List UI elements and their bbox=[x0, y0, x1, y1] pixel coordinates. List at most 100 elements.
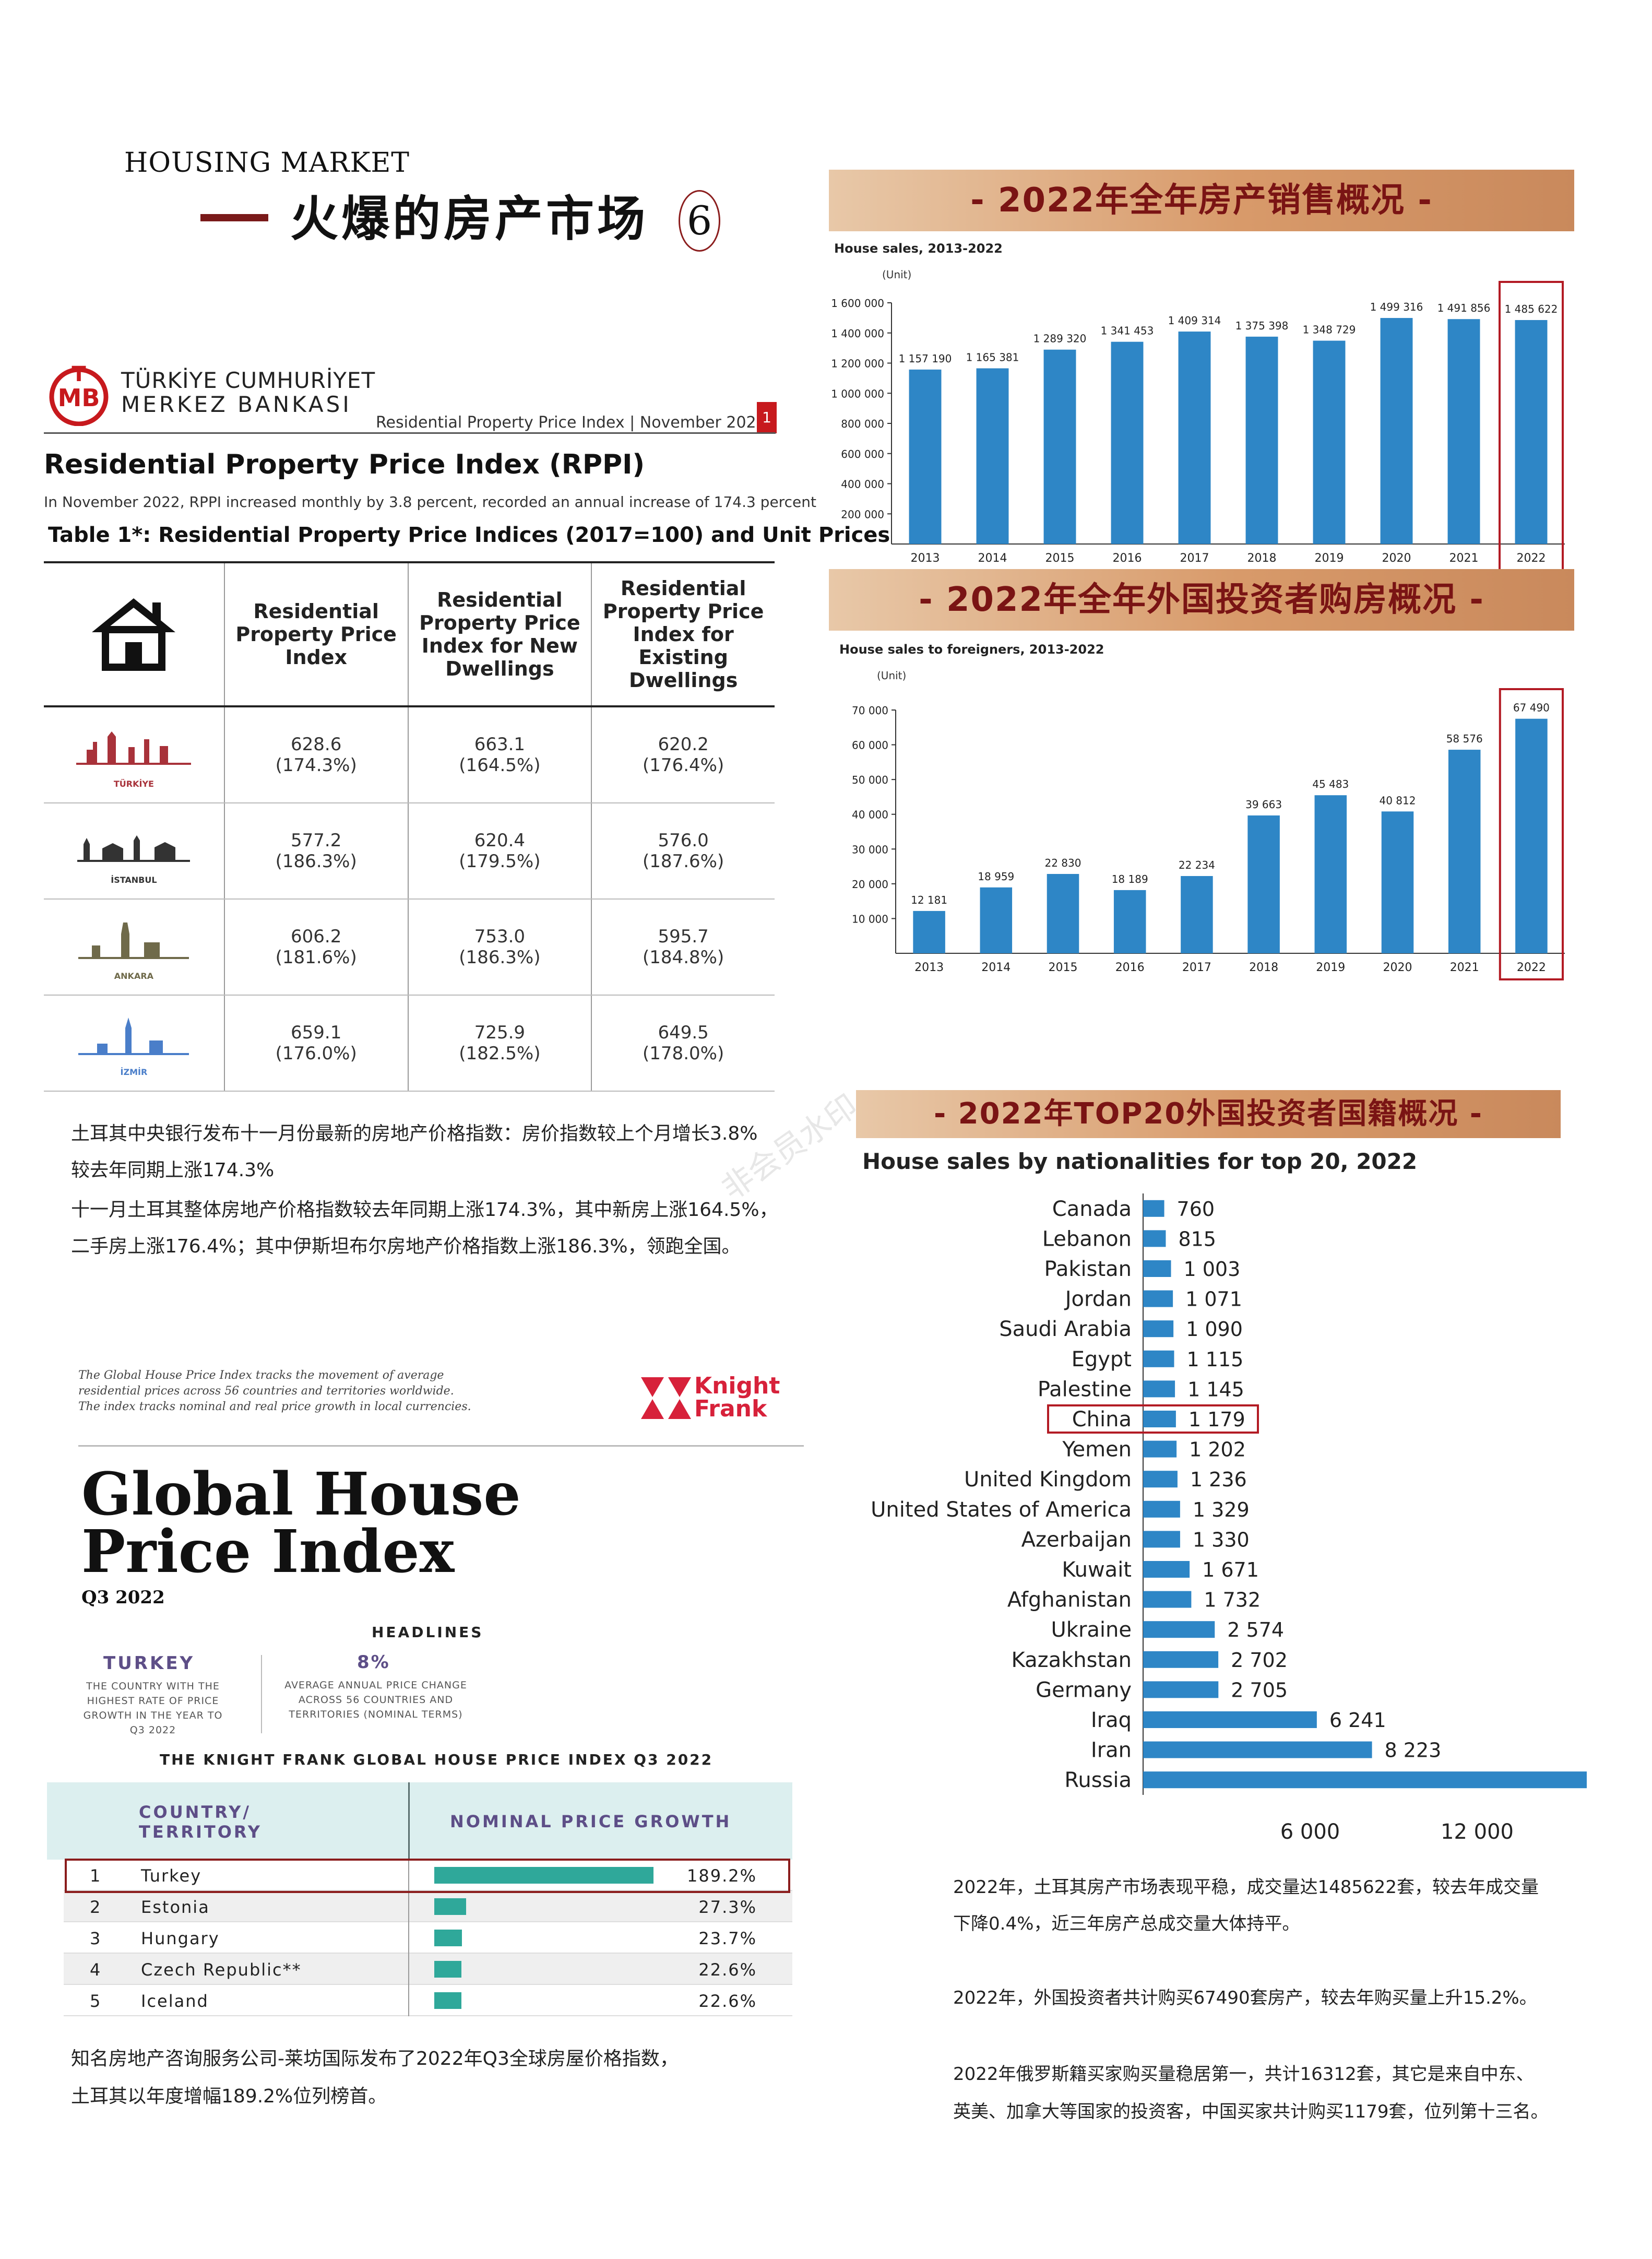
bar bbox=[1245, 336, 1278, 544]
title-bar-decoration bbox=[200, 214, 268, 221]
cell: 595.7 (184.8%) bbox=[591, 899, 775, 996]
x-tick-label: 2020 bbox=[1383, 961, 1412, 974]
rppi-heading: Residential Property Price Index (RPPI) bbox=[44, 449, 645, 480]
country-name: Estonia bbox=[141, 1897, 210, 1917]
cell: 576.0 (187.6%) bbox=[591, 803, 775, 900]
data-label: 1 289 320 bbox=[1033, 333, 1087, 345]
bar bbox=[1181, 876, 1213, 953]
table-row: 4 Czech Republic** 22.6% bbox=[64, 1954, 792, 1985]
chart-unit: (Unit) bbox=[877, 669, 907, 682]
bar bbox=[1113, 890, 1146, 953]
growth-bar bbox=[434, 1867, 653, 1884]
bar bbox=[1247, 815, 1280, 953]
x-tick-label: 2019 bbox=[1315, 552, 1344, 565]
kf-table-header bbox=[47, 1782, 792, 1860]
x-tick-label: 2016 bbox=[1113, 552, 1142, 565]
growth-value: 23.7% bbox=[698, 1929, 757, 1948]
x-tick-label: 2018 bbox=[1249, 961, 1278, 974]
cell: 620.2 (176.4%) bbox=[591, 706, 775, 803]
kf-table-title: THE KNIGHT FRANK GLOBAL HOUSE PRICE INDE… bbox=[160, 1751, 714, 1768]
chart-house-sales: House sales, 2013-2022 (Unit) 1 600 000 1… bbox=[829, 236, 1574, 570]
data-label: 18 189 bbox=[1112, 873, 1148, 885]
sales-summary-3a: 2022年俄罗斯籍买家购买量稳居第一，共计16312套，其它是来自中东、 bbox=[953, 2064, 1534, 2085]
growth-value: 27.3% bbox=[698, 1897, 757, 1917]
bar bbox=[1447, 319, 1480, 544]
house-icon bbox=[92, 598, 176, 671]
kf-average-change-caption: AVERAGE ANNUAL PRICE CHANGE ACROSS 56 CO… bbox=[284, 1680, 467, 1720]
y-tick-label: 50 000 bbox=[852, 774, 888, 786]
divider bbox=[261, 1655, 262, 1733]
kf-headlines-label: HEADLINES bbox=[372, 1624, 484, 1641]
cell: 649.5 (178.0%) bbox=[591, 995, 775, 1092]
sales-summary-1a: 2022年，土耳其房产市场表现平稳，成交量达1485622套，较去年成交量 bbox=[953, 1877, 1539, 1898]
x-tick-label: 2016 bbox=[1115, 961, 1145, 974]
x-tick-label: 2021 bbox=[1449, 552, 1479, 565]
rank: 5 bbox=[90, 1991, 102, 2011]
y-tick-label: 70 000 bbox=[852, 704, 888, 717]
kf-top-country: TURKEY bbox=[103, 1653, 195, 1674]
y-tick-label: 20 000 bbox=[852, 878, 888, 891]
x-tick-label: 2013 bbox=[911, 552, 940, 565]
data-label: 1 157 190 bbox=[899, 352, 952, 365]
category-label: Azerbaijan bbox=[1021, 1528, 1132, 1552]
category-label: Lebanon bbox=[1042, 1227, 1132, 1251]
data-label: 1 409 314 bbox=[1168, 314, 1221, 327]
x-tick-label: 2021 bbox=[1450, 961, 1479, 974]
bar bbox=[909, 369, 942, 544]
bar bbox=[1143, 1651, 1219, 1668]
bar bbox=[1143, 1561, 1190, 1578]
kf-highlight-turkey bbox=[65, 1859, 790, 1893]
rppi-summary-cn-2: 较去年同期上涨174.3% bbox=[71, 1160, 275, 1181]
table-row: TÜRKİYE 628.6 (174.3%) 663.1 (164.5%) 620.… bbox=[44, 706, 775, 803]
banner-foreign-sales: - 2022年全年外国投资者购房概况 - bbox=[829, 569, 1574, 631]
x-tick-label: 6 000 bbox=[1280, 1820, 1340, 1843]
y-tick-label: 400 000 bbox=[841, 478, 884, 491]
divider bbox=[44, 432, 776, 434]
category-label: China bbox=[1072, 1408, 1132, 1432]
bar bbox=[1143, 1531, 1180, 1548]
x-tick-label: 12 000 bbox=[1441, 1820, 1514, 1843]
x-tick-label: 2015 bbox=[1049, 961, 1078, 974]
data-label: 39 663 bbox=[1245, 798, 1282, 811]
category-label: Canada bbox=[1052, 1197, 1132, 1221]
svg-text:MB: MB bbox=[58, 384, 100, 412]
bar bbox=[980, 887, 1013, 953]
bar bbox=[1143, 1260, 1171, 1277]
y-tick-label: 1 600 000 bbox=[831, 297, 884, 310]
bar bbox=[1143, 1500, 1180, 1518]
city-label: TÜRKİYE bbox=[113, 779, 154, 789]
data-label: 1 003 bbox=[1183, 1258, 1240, 1281]
data-label: 1 090 bbox=[1186, 1318, 1243, 1341]
data-label: 1 671 bbox=[1202, 1558, 1259, 1581]
chart-title: House sales to foreigners, 2013-2022 bbox=[839, 642, 1104, 657]
y-tick-label: 1 200 000 bbox=[831, 358, 884, 370]
data-label: 1 499 316 bbox=[1370, 301, 1423, 313]
category-label: Palestine bbox=[1038, 1377, 1132, 1401]
cbrt-name-line1: TÜRKİYE CUMHURİYET bbox=[121, 368, 376, 393]
city-label: İSTANBUL bbox=[111, 875, 157, 885]
skyline-icon-ankara bbox=[78, 922, 189, 959]
col-header-new: Residential Property Price Index for New… bbox=[408, 561, 592, 707]
rppi-table: Residential Property Price Index Residen… bbox=[44, 561, 775, 1092]
bar bbox=[1047, 874, 1079, 953]
country-name: Czech Republic** bbox=[141, 1960, 302, 1980]
bar bbox=[1143, 1471, 1178, 1488]
growth-value: 189.2% bbox=[686, 1866, 757, 1886]
kf-average-change: 8% bbox=[357, 1652, 390, 1673]
data-label: 1 485 622 bbox=[1505, 303, 1558, 315]
kf-quarter: Q3 2022 bbox=[81, 1587, 165, 1608]
growth-value: 22.6% bbox=[698, 1991, 757, 2011]
banner-top20: - 2022年TOP20外国投资者国籍概况 - bbox=[856, 1090, 1561, 1138]
table-row: İSTANBUL 577.2 (186.3%) 620.4 (179.5%) 576… bbox=[44, 803, 775, 900]
banner-house-sales: - 2022年全年房产销售概况 - bbox=[829, 170, 1574, 231]
data-label: 1 329 bbox=[1193, 1498, 1250, 1521]
section-label: HOUSING MARKET bbox=[124, 147, 410, 179]
cell: 606.2 (181.6%) bbox=[224, 899, 409, 996]
chart-nationalities: House sales by nationalities for top 20,… bbox=[846, 1143, 1587, 1843]
city-skyline: TÜRKİYE bbox=[44, 706, 225, 803]
growth-bar bbox=[434, 1961, 461, 1978]
rppi-table-title: Table 1*: Residential Property Price Ind… bbox=[48, 523, 890, 547]
bar bbox=[1515, 320, 1548, 544]
table-row: 2 Estonia 27.3% bbox=[64, 1891, 792, 1922]
x-tick-label: 2018 bbox=[1247, 552, 1277, 565]
